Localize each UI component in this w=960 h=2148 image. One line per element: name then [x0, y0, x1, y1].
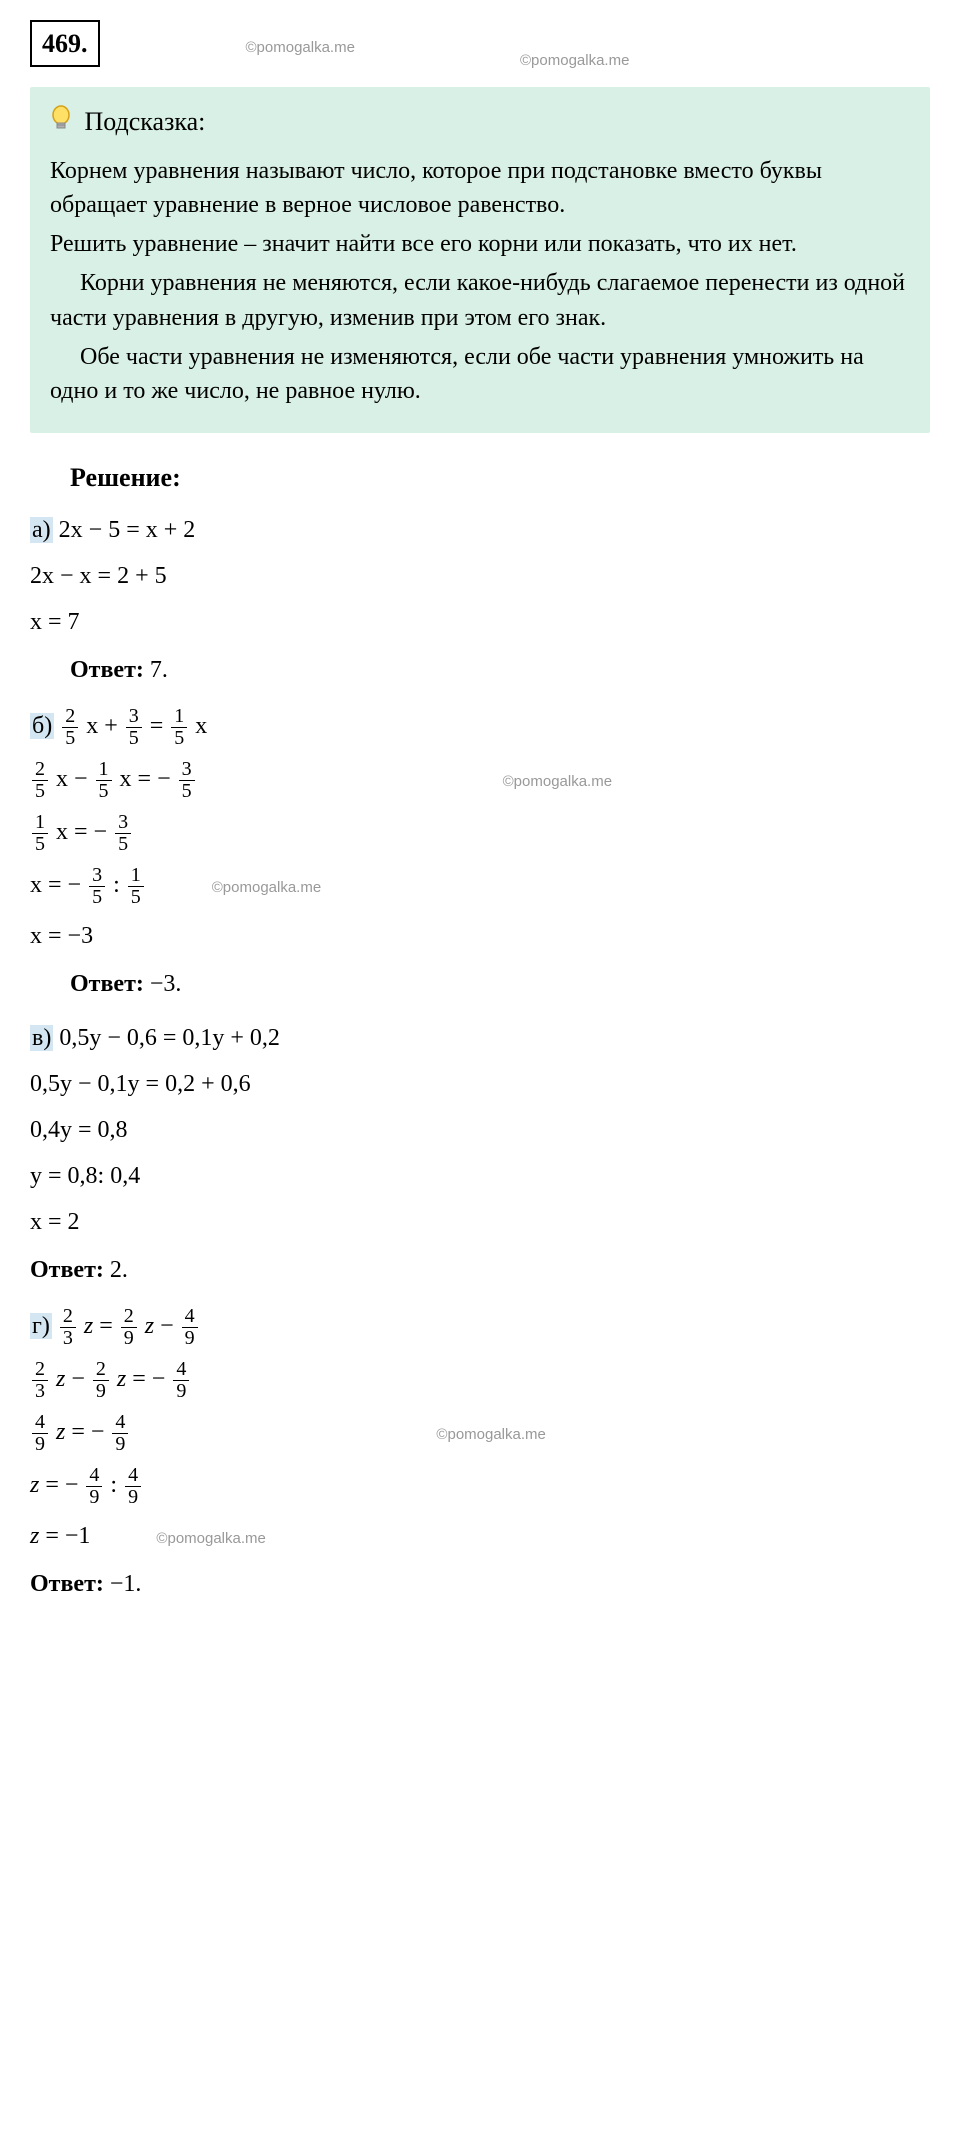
eq-line: x = 2	[30, 1204, 930, 1240]
fraction: 49	[112, 1412, 128, 1455]
fraction: 25	[62, 706, 78, 749]
answer-label: Ответ:	[30, 1257, 104, 1283]
hint-title-row: Подсказка:	[50, 102, 910, 144]
hint-p4: Обе части уравнения не изменяются, если …	[50, 340, 910, 410]
eq-line: 0,4y = 0,8	[30, 1112, 930, 1148]
hint-title: Подсказка:	[85, 107, 206, 136]
answer-b: Ответ: −3.	[70, 966, 930, 1002]
fraction: 35	[115, 812, 131, 855]
answer-v: Ответ: 2.	[30, 1252, 930, 1288]
eq-line: 49 z = − 49 ©pomogalka.me	[30, 1412, 930, 1455]
fraction: 49	[182, 1306, 198, 1349]
fraction: 15	[171, 706, 187, 749]
answer-value: 7.	[144, 657, 168, 683]
fraction: 49	[173, 1359, 189, 1402]
part-label-a: а)	[30, 517, 53, 543]
fraction: 35	[89, 865, 105, 908]
eq-line: x = −3	[30, 918, 930, 954]
part-label-b: б)	[30, 713, 54, 739]
solution-title: Решение:	[70, 458, 930, 497]
bulb-icon	[50, 105, 72, 144]
answer-label: Ответ:	[70, 657, 144, 683]
hint-box: Подсказка: Корнем уравнения называют чис…	[30, 87, 930, 433]
fraction: 35	[126, 706, 142, 749]
fraction: 49	[32, 1412, 48, 1455]
eq-line: в) 0,5y − 0,6 = 0,1y + 0,2	[30, 1020, 930, 1056]
eq-line: 0,5y − 0,1y = 0,2 + 0,6	[30, 1066, 930, 1102]
answer-label: Ответ:	[70, 971, 144, 997]
fraction: 49	[125, 1465, 141, 1508]
eq-line: y = 0,8: 0,4	[30, 1158, 930, 1194]
hint-text: Корнем уравнения называют число, которое…	[50, 154, 910, 410]
eq-line: б) 25 x + 35 = 15 x	[30, 706, 930, 749]
fraction: 25	[32, 759, 48, 802]
answer-g: Ответ: −1.	[30, 1566, 930, 1602]
fraction: 15	[128, 865, 144, 908]
hint-p3: Корни уравнения не меняются, если какое-…	[50, 266, 910, 336]
eq-line: г) 23 z = 29 z − 49	[30, 1306, 930, 1349]
fraction: 23	[32, 1359, 48, 1402]
eq-line: 15 x = − 35	[30, 812, 930, 855]
fraction: 35	[179, 759, 195, 802]
fraction: 49	[86, 1465, 102, 1508]
eq-line: x = − 35 : 15 ©pomogalka.me	[30, 865, 930, 908]
eq-line: а) 2x − 5 = x + 2	[30, 512, 930, 548]
watermark-6: ©pomogalka.me	[156, 1530, 265, 1547]
eq-line: 23 z − 29 z = − 49	[30, 1359, 930, 1402]
fraction: 29	[93, 1359, 109, 1402]
hint-p2: Решить уравнение – значит найти все его …	[50, 227, 910, 262]
watermark-1: ©pomogalka.me	[246, 39, 355, 56]
hint-p1: Корнем уравнения называют число, которое…	[50, 154, 910, 224]
eq-line: z = − 49 : 49	[30, 1465, 930, 1508]
fraction: 15	[32, 812, 48, 855]
answer-label: Ответ:	[30, 1571, 104, 1597]
watermark-3: ©pomogalka.me	[503, 771, 612, 794]
answer-value: 2.	[104, 1257, 128, 1283]
eq-line: 2x − x = 2 + 5	[30, 558, 930, 594]
watermark-2: ©pomogalka.me	[520, 50, 629, 73]
fraction: 29	[121, 1306, 137, 1349]
eq-text: 2x − 5 = x + 2	[53, 517, 196, 543]
watermark-4: ©pomogalka.me	[212, 879, 321, 896]
part-label-v: в)	[30, 1025, 53, 1051]
eq-line: z = −1 ©pomogalka.me	[30, 1518, 930, 1554]
eq-line: 25 x − 15 x = − 35 ©pomogalka.me	[30, 759, 930, 802]
fraction: 15	[96, 759, 112, 802]
eq-line: x = 7	[30, 604, 930, 640]
watermark-5: ©pomogalka.me	[436, 1424, 545, 1447]
part-label-g: г)	[30, 1313, 52, 1339]
eq-text: 0,5y − 0,6 = 0,1y + 0,2	[53, 1025, 280, 1051]
problem-number: 469.	[30, 20, 100, 67]
answer-value: −1.	[104, 1571, 142, 1597]
fraction: 23	[60, 1306, 76, 1349]
answer-value: −3.	[144, 971, 182, 997]
answer-a: Ответ: 7.	[70, 652, 930, 688]
